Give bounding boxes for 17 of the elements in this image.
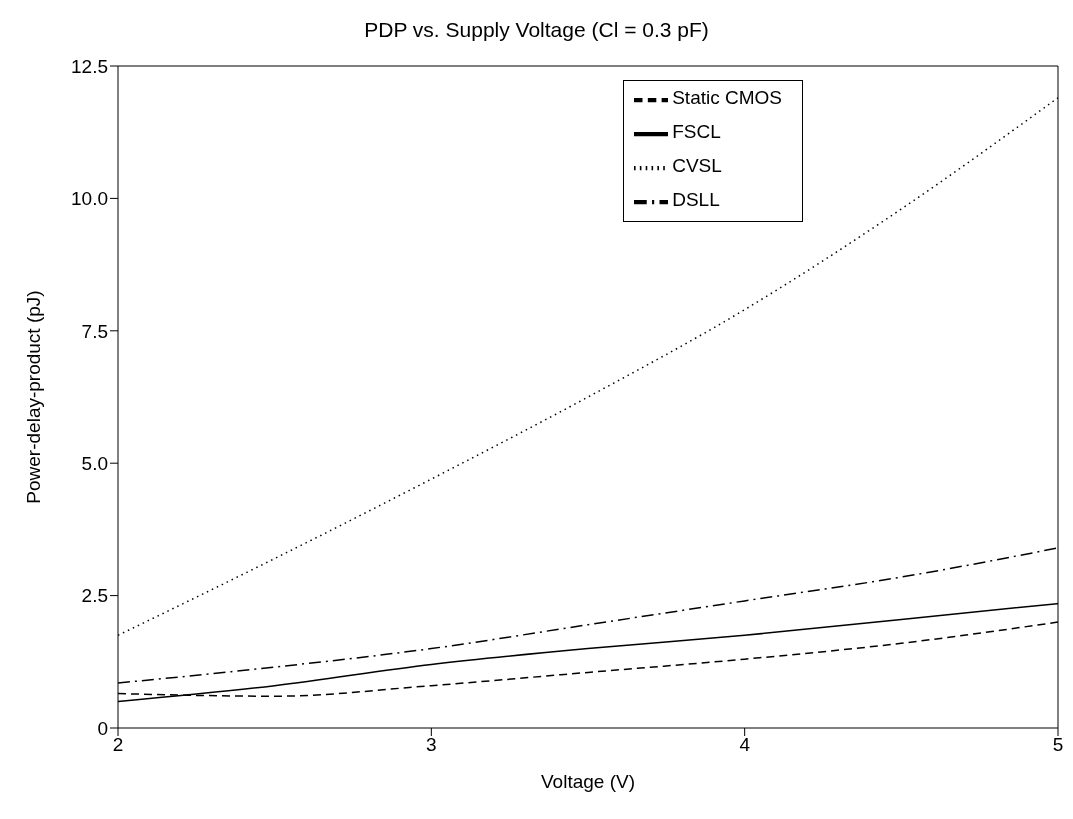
x-tick-label: 3 [426,734,437,756]
y-tick-label: 7.5 [81,320,108,342]
x-tick-label: 2 [112,734,124,756]
legend-label: CVSL [672,155,722,177]
y-axis-title: Power-delay-product (pJ) [22,290,44,504]
legend-label: FSCL [672,121,721,143]
y-tick-label: 10.0 [71,188,108,210]
y-tick-label: 0 [97,717,108,739]
legend-label: DSLL [672,189,720,211]
y-tick-label: 2.5 [81,585,108,607]
x-tick-label: 5 [1052,734,1064,756]
x-tick-label: 4 [739,734,751,756]
legend-label: Static CMOS [672,87,782,109]
y-tick-label: 12.5 [71,55,108,77]
x-axis-title: Voltage (V) [541,771,635,792]
y-tick-label: 5.0 [81,452,108,474]
chart-title: PDP vs. Supply Voltage (Cl = 0.3 pF) [363,18,710,42]
